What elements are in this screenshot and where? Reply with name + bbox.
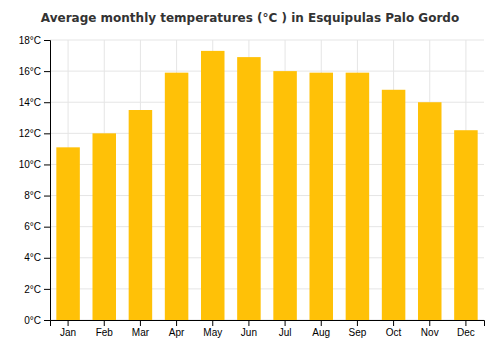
tick-mark (68, 320, 69, 326)
tick: Jul (279, 320, 292, 338)
tick-label: 0°C (24, 315, 41, 326)
tick-mark (357, 320, 358, 326)
tick: Apr (169, 320, 185, 338)
chart: Jan Feb Mar Apr May Jun Jul Aug Sep Oct Nov Dec 0°C 2… (0, 0, 500, 350)
tick-mark (104, 320, 105, 326)
grid (50, 40, 484, 320)
bars (56, 51, 477, 320)
tick-mark (44, 320, 50, 321)
bar (309, 73, 333, 320)
tick-label: 12°C (19, 128, 41, 139)
tick-label: Jan (60, 327, 76, 338)
bar (129, 110, 153, 320)
bar (56, 147, 80, 320)
tick: 0°C (24, 315, 50, 326)
tick: Sep (349, 320, 367, 338)
tick: Oct (386, 320, 402, 338)
tick-mark (393, 320, 394, 326)
tick-mark (429, 320, 430, 326)
tick-label: 16°C (19, 66, 41, 77)
tick-label: Mar (132, 327, 150, 338)
tick-label: Aug (312, 327, 330, 338)
y-axis: 0°C 2°C 4°C 6°C 8°C 10°C 12°C 14°C 16°C 18°C (19, 35, 51, 326)
tick-mark (44, 133, 50, 134)
tick-label: 14°C (19, 97, 41, 108)
tick-mark (176, 320, 177, 326)
tick-mark (285, 320, 286, 326)
axis-line (51, 321, 485, 327)
bar (273, 71, 297, 320)
tick-label: 6°C (24, 221, 41, 232)
title: Average monthly temperatures (°C ) in Es… (41, 11, 459, 25)
tick-mark (140, 320, 141, 326)
bar (382, 90, 406, 320)
tick-mark (465, 320, 466, 326)
bar (237, 57, 261, 320)
tick: 16°C (19, 66, 50, 77)
bar (454, 130, 478, 320)
tick-mark (44, 71, 50, 72)
tick: Nov (421, 320, 439, 338)
plot: Jan Feb Mar Apr May Jun Jul Aug Sep Oct Nov Dec 0°C 2… (19, 35, 485, 338)
tick-label: Oct (386, 327, 402, 338)
x-axis: Jan Feb Mar Apr May Jun Jul Aug Sep Oct Nov Dec (51, 320, 485, 338)
tick-mark (44, 258, 50, 259)
tick-mark (44, 102, 50, 103)
tick-label: 4°C (24, 252, 41, 263)
bar (165, 73, 189, 320)
bar (346, 73, 370, 320)
tick: Jun (241, 320, 257, 338)
bar (92, 133, 116, 320)
tick-mark (44, 196, 50, 197)
tick-label: Jun (241, 327, 257, 338)
bar (418, 102, 442, 320)
tick: 4°C (24, 252, 50, 263)
tick-label: Feb (96, 327, 114, 338)
tick-mark (44, 164, 50, 165)
tick-label: Apr (169, 327, 185, 338)
tick-mark (44, 227, 50, 228)
tick-label: 8°C (24, 190, 41, 201)
tick-mark (248, 320, 249, 326)
tick: 2°C (24, 284, 50, 295)
tick: 8°C (24, 190, 50, 201)
tick-mark (321, 320, 322, 326)
grid-line (50, 71, 484, 72)
tick: Feb (96, 320, 114, 338)
tick-label: Nov (421, 327, 439, 338)
tick: 18°C (19, 35, 50, 46)
tick: 14°C (19, 97, 50, 108)
bar (201, 51, 225, 320)
tick-label: 10°C (19, 159, 41, 170)
tick-mark (212, 320, 213, 326)
tick: May (203, 320, 222, 338)
tick: 6°C (24, 221, 50, 232)
tick-label: Dec (457, 327, 475, 338)
tick: Aug (312, 320, 330, 338)
tick-label: Sep (349, 327, 367, 338)
tick-mark (44, 289, 50, 290)
tick: 10°C (19, 159, 50, 170)
axis-line (44, 41, 51, 321)
tick-mark (44, 40, 50, 41)
grid-line (50, 40, 484, 41)
tick-label: 2°C (24, 284, 41, 295)
tick-label: May (203, 327, 222, 338)
tick-label: 18°C (19, 35, 41, 46)
tick-label: Jul (279, 327, 292, 338)
tick: Mar (132, 320, 150, 338)
tick: Dec (457, 320, 475, 338)
tick: Jan (60, 320, 76, 338)
tick: 12°C (19, 128, 50, 139)
